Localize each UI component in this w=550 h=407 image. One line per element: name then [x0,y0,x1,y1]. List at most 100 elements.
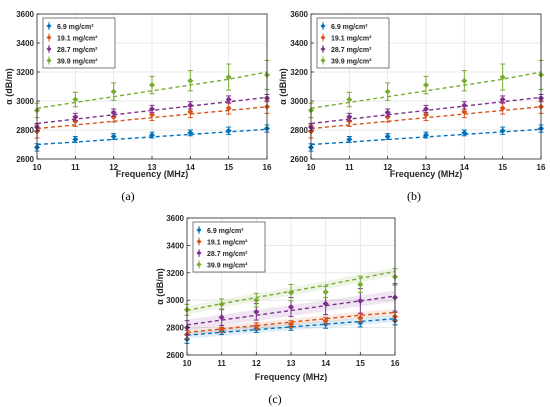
panel-label-c: (c) [268,392,281,406]
data-point [288,289,294,296]
data-point [461,102,468,109]
data-point [346,96,353,103]
data-point [461,108,468,115]
data-point [357,315,364,322]
y-tick-label: 3000 [166,296,184,305]
data-point [499,96,506,103]
legend-marker [46,46,52,52]
x-tick-label: 16 [263,163,272,172]
x-tick-label: 12 [109,163,118,172]
x-tick-label: 11 [71,163,80,172]
data-point [225,105,232,112]
legend-label: 19.1 mg/cm² [331,36,372,43]
panel-label-b: (b) [407,189,421,203]
data-point [187,108,194,115]
legend-label: 28.7 mg/cm² [207,251,248,258]
data-point [72,136,79,143]
panel-label-a: (a) [121,189,134,203]
y-tick-label: 3400 [16,39,34,48]
legend-marker [46,23,52,29]
data-point [149,105,155,112]
y-tick-label: 3000 [290,97,308,106]
data-point [253,308,260,315]
data-point [110,109,117,116]
data-point [423,105,429,112]
data-point [149,132,155,139]
y-tick-label: 3200 [166,269,184,278]
legend-label: 6.9 mg/cm² [331,24,368,31]
data-point [499,74,506,81]
x-axis-label: Frequency (MHz) [390,169,463,179]
y-axis-label: α (dB/m) [155,268,165,305]
data-point [384,113,391,120]
legend-marker [46,35,52,40]
x-tick-label: 13 [148,163,157,172]
y-tick-label: 3600 [16,10,34,19]
data-point [72,113,79,120]
x-tick-label: 13 [287,359,296,368]
x-tick-label: 15 [498,163,507,172]
data-point [149,82,155,89]
legend-marker [320,23,326,29]
data-point [322,288,329,295]
data-point [499,127,506,134]
y-tick-label: 2600 [16,155,34,164]
x-tick-label: 11 [345,163,354,172]
data-point [218,314,225,321]
y-tick-label: 2600 [290,155,308,164]
data-point [187,77,194,84]
data-point [322,300,329,307]
data-point [384,88,391,95]
data-point [110,113,117,120]
x-tick-label: 14 [321,359,330,368]
x-tick-label: 12 [383,163,392,172]
legend-label: 6.9 mg/cm² [57,24,94,31]
data-point [225,74,232,81]
data-point [346,136,353,143]
y-tick-label: 3200 [290,68,308,77]
data-point [357,281,364,288]
data-point [346,118,353,125]
x-tick-label: 16 [537,163,546,172]
x-axis-label: Frequency (MHz) [116,169,189,179]
x-tick-label: 15 [224,163,233,172]
data-point [357,297,364,304]
legend-label: 39.9 mg/cm² [331,59,372,66]
chart-panel-c: 10 11 12 13 14 15 16 2600 2800 3000 3200 3400 3600 Fr… [155,214,400,382]
y-tick-label: 3000 [16,97,34,106]
data-point [357,319,364,326]
x-tick-label: 14 [186,163,195,172]
legend-label: 19.1 mg/cm² [57,36,98,43]
data-point [72,96,79,103]
x-tick-label: 10 [33,163,42,172]
legend-box [192,221,266,273]
y-tick-label: 3400 [166,241,184,250]
y-tick-label: 3600 [166,214,184,223]
legend-label: 28.7 mg/cm² [57,47,98,54]
x-tick-label: 10 [307,163,316,172]
data-point [187,102,194,109]
legend-marker [196,239,202,244]
data-point [423,132,429,139]
legend-label: 39.9 mg/cm² [207,263,248,270]
legend-label: 28.7 mg/cm² [331,47,372,54]
legend-label: 39.9 mg/cm² [57,59,98,66]
x-tick-label: 12 [252,359,261,368]
legend-marker [196,262,202,267]
data-point [149,111,155,118]
data-point [187,129,194,136]
y-axis-label: α (dB/m) [4,68,14,105]
y-tick-label: 2800 [16,126,34,135]
legend-marker [320,35,326,40]
data-point [322,317,329,324]
data-point [384,133,391,140]
x-tick-label: 14 [460,163,469,172]
data-point [225,127,232,134]
y-tick-label: 3600 [290,10,308,19]
chart-panel-b: 10 11 12 13 14 15 16 2600 2800 3000 3200 3400 3600 Fr… [278,10,546,179]
x-tick-label: 16 [391,359,400,368]
legend-marker [46,58,52,63]
x-tick-label: 15 [356,359,365,368]
x-tick-label: 10 [183,359,192,368]
